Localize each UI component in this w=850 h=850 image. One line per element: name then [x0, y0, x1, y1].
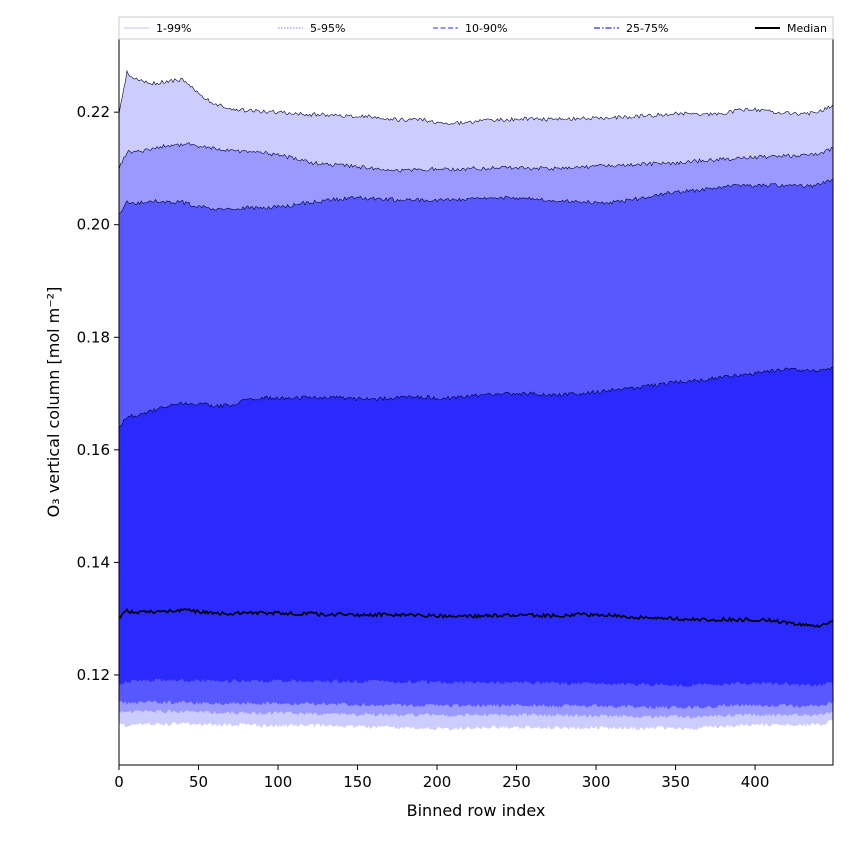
x-axis: 0 50 100 150 200 250 300 350 400 [114, 765, 769, 791]
x-tick-label: 350 [661, 773, 690, 791]
band-upper-line-5-95 [118, 142, 834, 173]
band-upper-line-1-99 [118, 69, 834, 126]
y-tick-label: 0.14 [77, 553, 110, 571]
legend: 1-99% 5-95% 10-90% 25-75% Median [118, 16, 834, 40]
legend-label: Median [787, 22, 827, 35]
y-tick-label: 0.22 [77, 103, 110, 121]
band-25-75 [119, 367, 833, 688]
percentile-bands [119, 70, 833, 731]
x-axis-title: Binned row index [407, 801, 546, 820]
y-tick-label: 0.18 [77, 328, 110, 346]
x-tick-label: 300 [582, 773, 611, 791]
x-tick-label: 150 [343, 773, 372, 791]
legend-label: 25-75% [626, 22, 668, 35]
x-tick-label: 0 [114, 773, 124, 791]
band-upper-line-25-75 [118, 366, 834, 429]
percentile-lines [118, 69, 834, 629]
legend-label: 1-99% [156, 22, 191, 35]
x-tick-label: 400 [741, 773, 770, 791]
band-upper-line-10-90 [118, 178, 834, 215]
y-axis: 0.12 0.14 0.16 0.18 0.20 0.22 [77, 103, 119, 684]
legend-box [118, 16, 834, 40]
x-tick-label: 250 [502, 773, 531, 791]
x-tick-label: 50 [189, 773, 208, 791]
x-tick-label: 200 [423, 773, 452, 791]
legend-label: 5-95% [310, 22, 345, 35]
y-tick-label: 0.12 [77, 666, 110, 684]
y-tick-label: 0.20 [77, 216, 110, 234]
legend-label: 10-90% [465, 22, 507, 35]
median-line [118, 607, 834, 629]
y-axis-title: O₃ vertical column [mol m⁻²] [44, 287, 63, 518]
y-tick-label: 0.16 [77, 441, 110, 459]
x-tick-label: 100 [264, 773, 293, 791]
